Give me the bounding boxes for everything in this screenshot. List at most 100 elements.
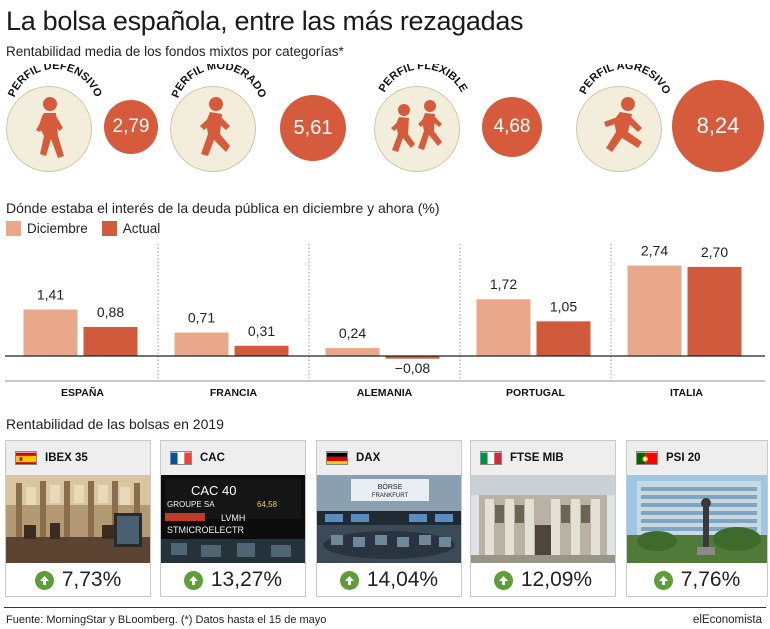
market-card-header: PSI 20	[627, 441, 767, 475]
bar-diciembre	[325, 348, 380, 356]
france-flag-icon	[170, 451, 192, 465]
bar-diciembre	[476, 299, 531, 356]
page-title: La bolsa española, entre las más rezagad…	[6, 6, 524, 36]
legend-swatch-diciembre	[6, 221, 21, 236]
category-label: FRANCIA	[210, 387, 258, 399]
brand-logo: elEconomista	[692, 614, 762, 626]
source-note: Fuente: MorningStar y BLoomberg. (*) Dat…	[6, 614, 327, 626]
footer-divider	[4, 607, 766, 608]
profile-label-arc: PERFIL MODERADO	[170, 64, 268, 100]
bar-value-label: 2,70	[701, 244, 728, 260]
market-photo-cac-board: CAC 40 GROUPE SA 64,58 LVMH STMICROELECT…	[161, 475, 305, 563]
profile-defensivo: PERFIL DEFENSIVO 2,79	[4, 64, 194, 176]
portugal-flag-icon	[636, 451, 658, 465]
market-index-name: IBEX 35	[45, 452, 88, 464]
legend-item-actual: Actual	[101, 221, 161, 236]
category-label: ALEMANIA	[357, 387, 413, 399]
bar-value-label: 0,31	[248, 323, 275, 339]
market-card-header: DAX	[317, 441, 461, 475]
bar-actual	[536, 321, 591, 356]
debt-section-title: Dónde estaba el interés de la deuda públ…	[6, 200, 440, 216]
profile-moderado: PERFIL MODERADO 5,61	[168, 64, 358, 176]
arrow-up-icon	[653, 570, 673, 590]
germany-flag-icon	[326, 451, 348, 465]
svg-text:PERFIL DEFENSIVO: PERFIL DEFENSIVO	[6, 64, 104, 99]
market-card-footer: 7,76%	[627, 563, 767, 597]
sprinting-runner-icon	[604, 97, 642, 152]
two-runners-icon	[391, 100, 442, 152]
bar-actual	[83, 326, 138, 356]
market-photo-madrid-exchange	[6, 475, 150, 563]
legend-item-diciembre: Diciembre	[6, 221, 88, 236]
cac-board-title: CAC 40	[191, 483, 237, 498]
svg-text:PERFIL AGRESIVO: PERFIL AGRESIVO	[577, 64, 672, 97]
market-return-value: 12,09%	[520, 568, 593, 591]
debt-bar-chart: 1,41 0,88 ESPAÑA 0,71 0,31 FRANCIA 0,24 −0,08 AL…	[5, 243, 765, 399]
chart-legend: Diciembre Actual	[6, 221, 174, 236]
market-card-header: IBEX 35	[6, 441, 150, 475]
bar-actual	[234, 345, 289, 356]
bar-value-label: −0,08	[395, 360, 431, 376]
arrow-up-icon	[493, 570, 513, 590]
spain-flag-icon	[15, 451, 37, 465]
bar-diciembre	[174, 332, 229, 356]
jogging-runner-icon	[200, 97, 230, 156]
profile-label-arc: PERFIL AGRESIVO	[577, 64, 672, 97]
market-card-footer: 14,04%	[317, 563, 461, 597]
category-label: ITALIA	[670, 387, 703, 399]
market-return-value: 7,73%	[61, 568, 122, 591]
market-index-name: DAX	[356, 452, 381, 464]
market-photo-milan-exchange	[471, 475, 615, 563]
svg-text:PERFIL MODERADO: PERFIL MODERADO	[170, 64, 268, 100]
market-card-header: FTSE MIB	[471, 441, 615, 475]
profile-value-bubble: 8,24	[672, 80, 764, 172]
bar-value-label: 0,24	[339, 325, 366, 341]
profile-agresivo: PERFIL AGRESIVO 8,24	[574, 64, 770, 176]
bar-value-label: 1,41	[37, 286, 64, 302]
market-index-name: PSI 20	[666, 452, 701, 464]
bar-diciembre	[627, 265, 682, 356]
cac-row-3: STMICROELECTR	[167, 525, 245, 535]
market-index-name: CAC	[200, 452, 225, 464]
bar-actual	[385, 356, 440, 359]
profile-value-bubble: 2,79	[104, 100, 158, 154]
profile-value-bubble: 4,68	[482, 97, 542, 157]
bar-value-label: 1,05	[550, 298, 577, 314]
cac-row-1: GROUPE SA	[167, 500, 215, 509]
market-index-name: FTSE MIB	[510, 452, 564, 464]
legend-label-diciembre: Diciembre	[27, 221, 88, 236]
dax-sign-2: FRANKFURT	[372, 493, 409, 499]
profile-value-bubble: 5,61	[280, 95, 346, 161]
market-photo-frankfurt-exchange: BÖRSE FRANKFURT	[317, 475, 461, 563]
market-return-value: 14,04%	[366, 568, 439, 591]
profile-label: PERFIL DEFENSIVO	[6, 64, 104, 99]
bar-actual	[687, 266, 742, 356]
cac-row-value: 64,58	[257, 500, 278, 509]
profile-label: PERFIL AGRESIVO	[577, 64, 672, 97]
category-label: PORTUGAL	[506, 387, 566, 399]
cac-row-2: LVMH	[221, 513, 245, 523]
profile-label: PERFIL MODERADO	[170, 64, 268, 100]
market-card-psi: PSI 20 7,76%	[626, 440, 768, 597]
market-card-ibex: IBEX 35 7,73%	[5, 440, 151, 597]
market-card-footer: 13,27%	[161, 563, 305, 597]
market-photo-lisbon-exchange	[627, 475, 767, 563]
market-return-value: 13,27%	[210, 568, 283, 591]
market-card-ftse-mib: FTSE MIB 12,09%	[470, 440, 616, 597]
bar-value-label: 1,72	[490, 276, 517, 292]
legend-label-actual: Actual	[122, 221, 161, 236]
profile-disc	[374, 86, 460, 172]
bar-diciembre	[23, 309, 78, 356]
arrow-up-icon	[339, 570, 359, 590]
bar-value-label: 0,88	[97, 304, 124, 320]
market-card-dax: DAX BÖRSE FRANKFURT 14,04%	[316, 440, 462, 597]
profile-label-arc: PERFIL DEFENSIVO	[6, 64, 104, 99]
market-card-footer: 12,09%	[471, 563, 615, 597]
legend-swatch-actual	[101, 221, 117, 236]
market-card-footer: 7,73%	[6, 563, 150, 597]
markets-section-title: Rentabilidad de las bolsas en 2019	[6, 416, 224, 432]
profile-flexible: PERFIL FLEXIBLE 4,68	[372, 64, 562, 176]
profile-label: PERFIL FLEXIBLE	[377, 64, 470, 94]
market-card-header: CAC	[161, 441, 305, 475]
arrow-up-icon	[183, 570, 203, 590]
